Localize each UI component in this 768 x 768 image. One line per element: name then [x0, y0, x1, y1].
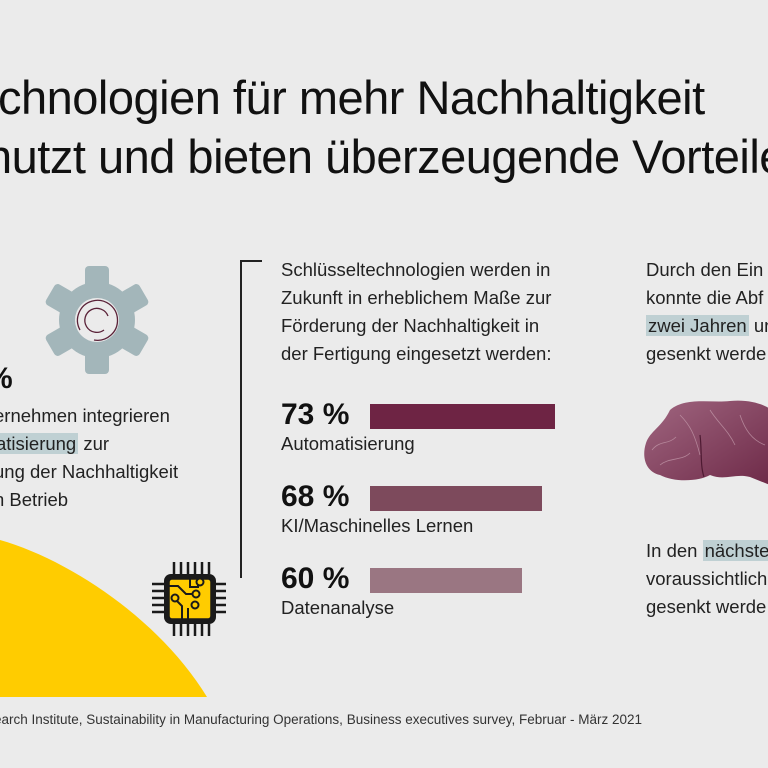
right-line: In den nächste	[646, 537, 768, 565]
bar-automatisierung	[370, 404, 555, 429]
bar-row-ki: 68 % KI/Maschinelles Lernen	[281, 480, 543, 537]
bar-value-label: 60 %	[281, 562, 350, 595]
bar-datenanalyse	[370, 568, 523, 593]
highlight: atisierung	[0, 433, 79, 454]
bar-category-label: Automatisierung	[281, 433, 415, 454]
left-line: ung der Nachhaltigkeit	[0, 461, 179, 482]
headline-line-1: chnologien für mehr Nachhaltigkeit	[0, 71, 705, 124]
bar-category-label: Datenanalyse	[281, 597, 395, 618]
garbage-bags-image	[644, 400, 768, 485]
left-stat-description: ernehmen integrieren atisierung zur ung …	[0, 402, 178, 514]
right-line: voraussichtlich	[646, 568, 768, 589]
right-line: konnte die Abf	[646, 287, 764, 308]
intro-line: Zukunft in erheblichem Maße zur	[281, 287, 552, 308]
key-technologies-intro: Schlüsseltechnologien werden in Zukunft …	[281, 256, 551, 368]
bar-category-label: KI/Maschinelles Lernen	[281, 515, 474, 536]
bar-value-label: 73 %	[281, 398, 350, 431]
bar-row-datenanalyse: 60 % Datenanalyse	[281, 562, 523, 619]
gear-icon	[45, 266, 149, 374]
bar-value-label: 68 %	[281, 480, 350, 513]
highlight: zwei Jahren	[646, 315, 749, 336]
intro-line: der Fertigung eingesetzt werden:	[281, 343, 552, 364]
right-line: gesenkt werde	[646, 596, 767, 617]
headline-line-2: nutzt und bieten überzeugende Vorteile	[0, 130, 768, 183]
left-line: n Betrieb	[0, 489, 69, 510]
right-line: Durch den Ein	[646, 259, 764, 280]
highlight: nächste	[702, 540, 768, 561]
source-citation: earch Institute, Sustainability in Manuf…	[0, 712, 643, 727]
bar-ki-maschinelles-lernen	[370, 486, 543, 511]
bracket-line-horizontal	[240, 260, 262, 262]
right-line: zwei Jahren un	[646, 315, 768, 336]
yellow-decorative-shape	[0, 540, 207, 697]
intro-line: Förderung der Nachhaltigkeit in	[281, 315, 540, 336]
bar-row-automatisierung: 73 % Automatisierung	[281, 398, 555, 455]
right-line: gesenkt werde	[646, 343, 767, 364]
intro-line: Schlüsseltechnologien werden in	[281, 259, 551, 280]
left-line: atisierung zur	[0, 430, 178, 458]
cpu-chip-icon	[152, 562, 226, 636]
left-stat-percent: %	[0, 362, 13, 396]
waste-reduction-text: Durch den Ein konnte die Abf zwei Jahren…	[646, 256, 768, 368]
bracket-line-vertical	[240, 260, 242, 578]
left-line: ernehmen integrieren	[0, 405, 170, 426]
future-waste-reduction-text: In den nächste voraussichtlich gesenkt w…	[646, 537, 768, 621]
